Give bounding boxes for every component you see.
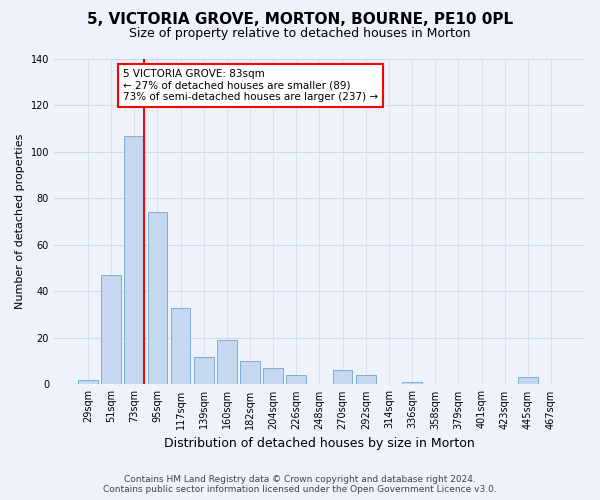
Bar — [124, 136, 144, 384]
Bar — [194, 356, 214, 384]
Bar — [217, 340, 236, 384]
Text: Size of property relative to detached houses in Morton: Size of property relative to detached ho… — [129, 28, 471, 40]
Bar — [78, 380, 98, 384]
Bar — [402, 382, 422, 384]
Text: 5, VICTORIA GROVE, MORTON, BOURNE, PE10 0PL: 5, VICTORIA GROVE, MORTON, BOURNE, PE10 … — [87, 12, 513, 28]
Bar — [286, 375, 306, 384]
Bar — [101, 275, 121, 384]
Bar — [333, 370, 352, 384]
Bar — [263, 368, 283, 384]
Y-axis label: Number of detached properties: Number of detached properties — [15, 134, 25, 310]
Text: 5 VICTORIA GROVE: 83sqm
← 27% of detached houses are smaller (89)
73% of semi-de: 5 VICTORIA GROVE: 83sqm ← 27% of detache… — [123, 69, 378, 102]
X-axis label: Distribution of detached houses by size in Morton: Distribution of detached houses by size … — [164, 437, 475, 450]
Bar — [518, 378, 538, 384]
Text: Contains HM Land Registry data © Crown copyright and database right 2024.
Contai: Contains HM Land Registry data © Crown c… — [103, 474, 497, 494]
Bar — [240, 361, 260, 384]
Bar — [170, 308, 190, 384]
Bar — [148, 212, 167, 384]
Bar — [356, 375, 376, 384]
